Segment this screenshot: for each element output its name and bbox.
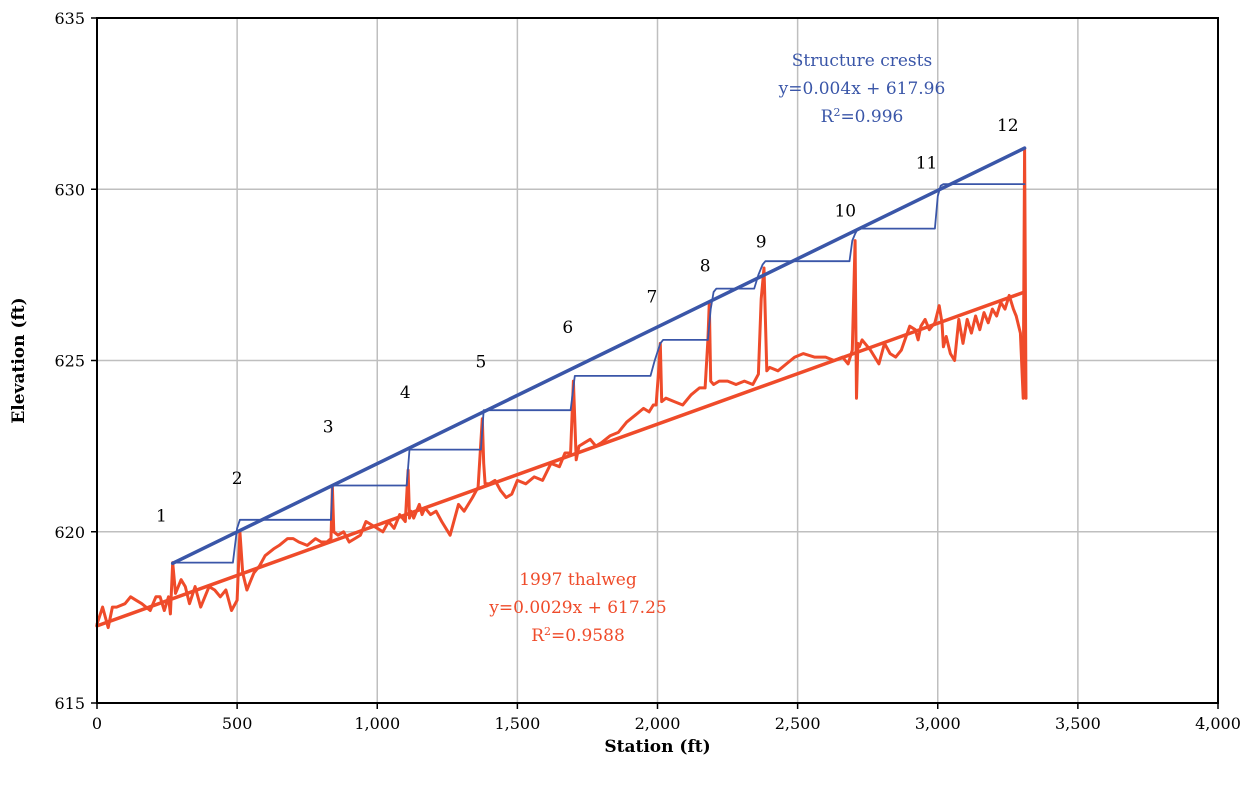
x-tick-label: 1,500 [494,714,540,733]
structure-annotation-r2: R2=0.996 [821,106,904,128]
thalweg-profile-line [95,146,1028,630]
y-axis-title: Elevation (ft) [9,297,29,423]
structure-crests-trendline [170,146,1027,566]
y-tick-label: 630 [54,180,85,199]
structure-number-label: 1 [156,506,167,526]
series-layer [95,146,1028,630]
y-tick-label: 625 [54,352,85,371]
r2-superscript: 2 [544,625,551,638]
r2-symbol: R [531,626,545,646]
x-tick-label: 3,000 [915,714,961,733]
structure-number-label: 12 [997,116,1019,136]
r2-symbol: R [821,107,835,127]
structure-number-label: 2 [232,469,243,489]
thalweg-annotation-title: 1997 thalweg [519,570,637,590]
r2-value: =0.9588 [551,626,625,646]
thalweg-annotation-equation: y=0.0029x + 617.25 [488,598,666,618]
r2-value: =0.996 [840,107,903,127]
structure-number-label: 4 [400,383,411,403]
structure-number-label: 9 [756,232,767,252]
x-tick-label: 2,500 [775,714,821,733]
thalweg-annotation-r2: R2=0.9588 [531,625,625,647]
x-tick-label: 500 [222,714,253,733]
x-tick-label: 0 [92,714,102,733]
structure-trend-annotation: Structure crests y=0.004x + 617.96 R2=0.… [778,51,946,127]
x-axis-ticks: 0 500 1,000 1,500 2,000 2,500 3,000 3,500 4,000 [92,703,1241,733]
structure-number-label: 3 [323,417,334,437]
y-tick-label: 620 [54,523,85,542]
structure-number-label: 8 [700,256,711,276]
r2-superscript: 2 [833,106,840,119]
x-tick-label: 2,000 [635,714,681,733]
structure-annotation-equation: y=0.004x + 617.96 [778,79,946,99]
y-tick-label: 635 [54,9,85,28]
structure-number-label: 11 [916,154,938,174]
y-tick-label: 615 [54,694,85,713]
thalweg-trendline [95,290,1027,628]
y-axis-ticks: 615 620 625 630 635 [54,9,97,713]
structure-number-label: 10 [834,202,856,222]
x-axis-title: Station (ft) [604,737,710,757]
x-tick-label: 4,000 [1195,714,1241,733]
structure-number-label: 5 [476,352,487,372]
structure-annotation-title: Structure crests [792,51,932,71]
structure-crests-line [171,183,1026,564]
x-tick-label: 3,500 [1055,714,1101,733]
structure-number-label: 6 [562,318,573,338]
x-tick-label: 1,000 [354,714,400,733]
thalweg-trend-annotation: 1997 thalweg y=0.0029x + 617.25 R2=0.958… [488,570,666,646]
structure-number-label: 7 [646,287,657,307]
